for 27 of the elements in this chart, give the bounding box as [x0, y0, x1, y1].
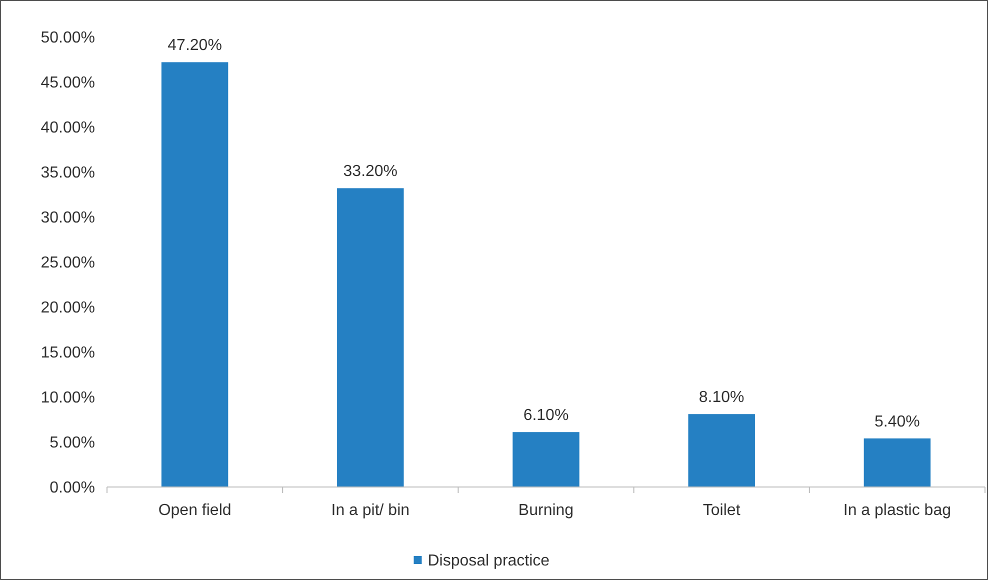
- y-tick-label: 50.00%: [40, 30, 95, 47]
- bar: [161, 62, 228, 487]
- bar: [337, 188, 404, 487]
- y-tick-label: 5.00%: [50, 434, 95, 452]
- y-tick-label: 45.00%: [40, 74, 95, 92]
- y-tick-label: 40.00%: [40, 120, 95, 137]
- legend-label: Disposal practice: [428, 552, 550, 570]
- y-tick-label: 25.00%: [40, 254, 95, 272]
- x-tick-label: In a plastic bag: [843, 502, 952, 519]
- x-tick-label: Toilet: [702, 502, 741, 519]
- y-tick-label: 30.00%: [40, 210, 95, 227]
- data-label: 8.10%: [698, 389, 744, 406]
- bar: [512, 432, 580, 487]
- y-tick-label: 35.00%: [40, 164, 95, 182]
- x-tick-label: In a pit/ bin: [331, 502, 410, 519]
- x-tick-label: Open field: [158, 502, 232, 519]
- data-label: 5.40%: [874, 413, 920, 430]
- data-label: 33.20%: [343, 163, 398, 180]
- y-tick-label: 0.00%: [50, 480, 95, 497]
- y-tick-label: 20.00%: [40, 300, 95, 317]
- y-tick-label: 10.00%: [40, 390, 95, 407]
- x-tick-label: Burning: [518, 502, 574, 519]
- bar: [864, 438, 931, 487]
- data-label: 6.10%: [523, 407, 569, 424]
- data-label: 47.20%: [168, 37, 222, 54]
- bar: [688, 414, 755, 487]
- y-tick-label: 15.00%: [40, 344, 95, 362]
